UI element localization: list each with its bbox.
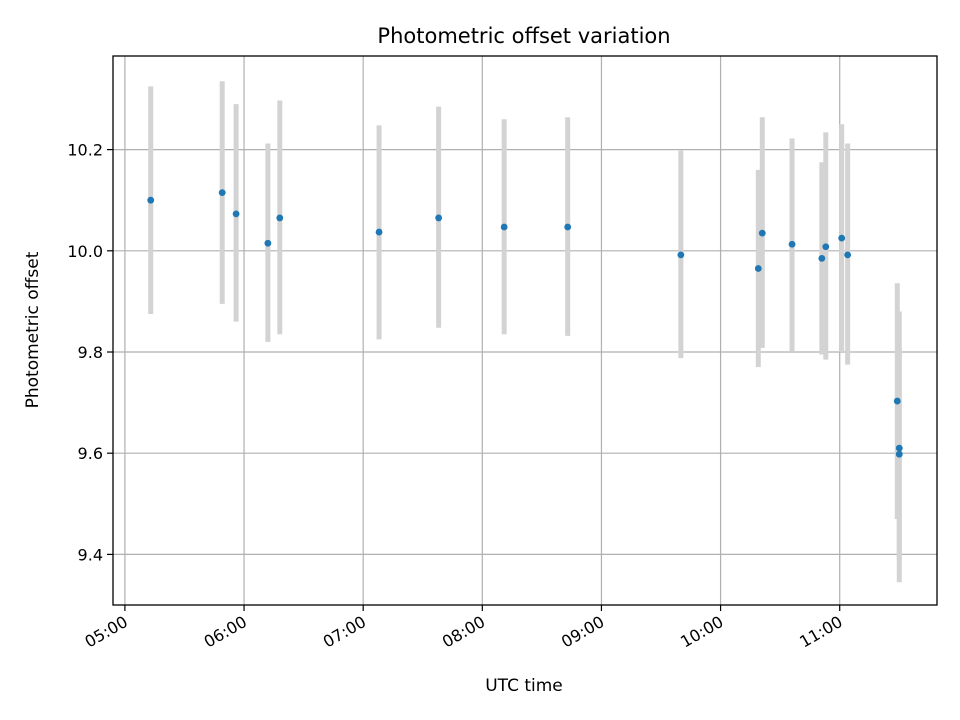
plot-frame [112,55,938,606]
y-tick-label: 10.2 [67,141,103,160]
x-tick-label: 07:00 [320,612,369,652]
y-axis-label: Photometric offset [23,251,43,408]
data-point [844,251,852,259]
data-point [758,229,766,237]
data-point [564,223,572,231]
x-axis-ticks: 05:00 06:00 07:00 08:00 09:00 10:00 11:00 [81,605,846,652]
data-points [147,189,903,458]
data-point [677,251,685,259]
data-point [375,228,383,236]
data-point [754,265,762,272]
data-point [276,214,284,222]
y-tick-label: 10.0 [67,242,103,261]
data-point [895,450,903,458]
y-tick-label: 9.6 [78,444,103,463]
x-tick-label: 10:00 [677,612,726,652]
x-tick-label: 11:00 [796,612,845,652]
x-tick-label: 08:00 [439,612,488,652]
data-point [818,254,826,262]
data-point [218,189,226,197]
data-point [147,196,155,204]
x-axis-label: UTC time [485,676,563,696]
data-point [893,397,901,405]
y-tick-label: 9.4 [78,545,103,564]
data-point [500,223,508,231]
data-point [788,240,796,248]
x-tick-label: 06:00 [201,612,250,652]
x-tick-label: 05:00 [81,612,130,652]
grid-lines [113,56,937,605]
y-axis-ticks: 9.4 9.6 9.8 10.0 10.2 [67,141,113,564]
data-point [232,210,240,218]
data-point [822,243,830,251]
chart-title: Photometric offset variation [377,24,670,48]
x-tick-label: 09:00 [558,612,607,652]
y-tick-label: 9.8 [78,343,103,362]
data-point [264,239,272,247]
data-point [838,234,846,242]
data-point [435,214,443,222]
data-point [895,444,903,452]
error-bars [148,81,902,583]
